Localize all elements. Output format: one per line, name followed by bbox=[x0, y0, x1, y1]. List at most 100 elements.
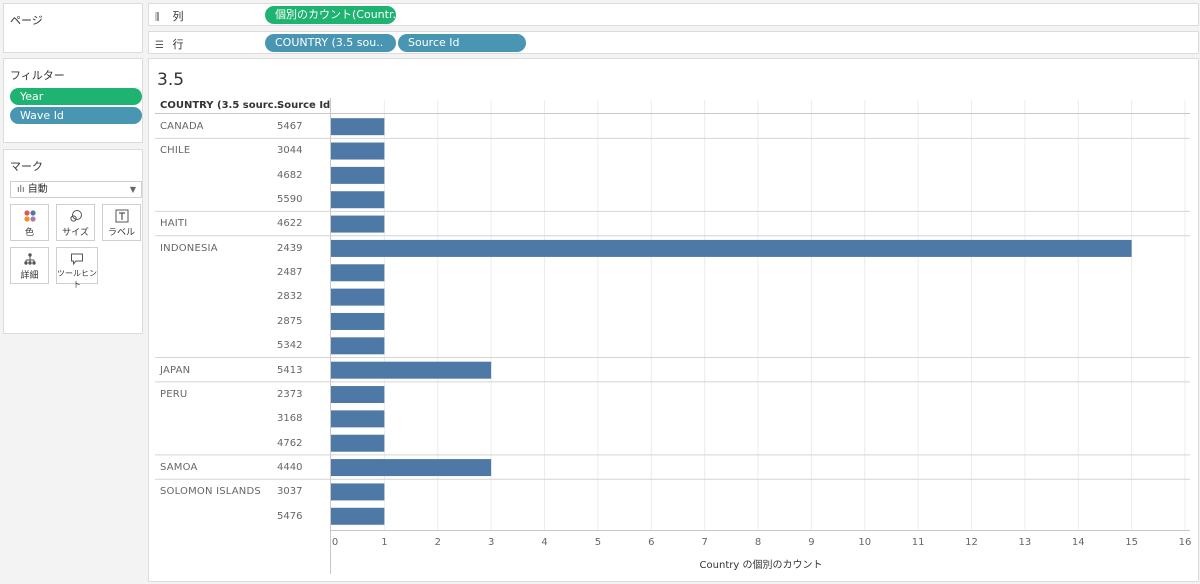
filters-panel-title: フィルター bbox=[10, 69, 65, 82]
detail-button[interactable]: 詳細 bbox=[10, 247, 49, 284]
source-id-column-header[interactable]: Source Id bbox=[277, 100, 331, 111]
worksheet-view bbox=[148, 58, 1199, 582]
source-id-label[interactable]: 4762 bbox=[277, 437, 303, 449]
rows-pill-source-id[interactable]: Source Id bbox=[398, 34, 526, 52]
country-label[interactable]: INDONESIA bbox=[160, 242, 218, 254]
source-id-label[interactable]: 2439 bbox=[277, 242, 303, 254]
pages-panel-title: ページ bbox=[10, 14, 43, 27]
source-id-label[interactable]: 5590 bbox=[277, 194, 303, 206]
x-tick-label: 15 bbox=[1125, 537, 1138, 548]
x-tick-label: 16 bbox=[1179, 537, 1192, 548]
columns-pill-count-country[interactable]: 個別のカウント(Countr.. bbox=[265, 6, 396, 24]
bar[interactable] bbox=[331, 239, 1132, 257]
source-id-label[interactable]: 2373 bbox=[277, 388, 303, 400]
tooltip-button-label: ツールヒント bbox=[57, 269, 97, 289]
country-label[interactable]: CANADA bbox=[160, 121, 204, 132]
mark-type-dropdown[interactable]: ılı 自動 ▼ bbox=[10, 181, 142, 198]
marks-panel-title: マーク bbox=[10, 160, 43, 173]
mark-type-value: 自動 bbox=[27, 184, 48, 195]
x-tick-label: 7 bbox=[701, 537, 707, 548]
bar[interactable] bbox=[331, 361, 492, 379]
filter-pill-year[interactable]: Year bbox=[10, 88, 142, 105]
x-axis-title: Country の個別のカウント bbox=[699, 560, 823, 571]
x-tick-label: 14 bbox=[1072, 537, 1085, 548]
x-tick-label: 10 bbox=[858, 537, 871, 548]
label-button[interactable]: ラベル bbox=[102, 204, 141, 241]
bar[interactable] bbox=[331, 459, 492, 477]
detail-button-label: 詳細 bbox=[20, 271, 39, 281]
size-icon bbox=[57, 205, 94, 225]
bar[interactable] bbox=[331, 118, 385, 136]
bar[interactable] bbox=[331, 215, 385, 233]
filters-panel[interactable]: フィルター Year Wave Id bbox=[3, 58, 143, 143]
bar-chart-icon: ılı bbox=[17, 185, 25, 195]
size-button-label: サイズ bbox=[62, 228, 89, 238]
x-tick-label: 8 bbox=[755, 537, 761, 548]
bar[interactable] bbox=[331, 337, 385, 355]
bar[interactable] bbox=[331, 166, 385, 184]
bar[interactable] bbox=[331, 386, 385, 404]
tooltip-button[interactable]: ツールヒント bbox=[56, 247, 98, 289]
source-id-label[interactable]: 5342 bbox=[277, 340, 303, 352]
sheet-title: 3.5 bbox=[157, 70, 185, 90]
x-tick-label: 0 bbox=[332, 537, 338, 548]
x-tick-label: 12 bbox=[965, 537, 978, 548]
country-label[interactable]: SAMOA bbox=[160, 461, 198, 473]
x-tick-label: 6 bbox=[648, 537, 654, 548]
source-id-label[interactable]: 3044 bbox=[277, 145, 303, 157]
x-tick-label: 4 bbox=[541, 537, 547, 548]
source-id-label[interactable]: 4440 bbox=[277, 461, 303, 473]
country-label[interactable]: SOLOMON ISLANDS bbox=[160, 486, 261, 498]
label-button-label: ラベル bbox=[107, 228, 135, 238]
source-id-label[interactable]: 5476 bbox=[277, 510, 303, 522]
marks-panel: マーク ılı 自動 ▼ 色 サイズ ラベル 詳細 ツールヒント bbox=[3, 149, 143, 334]
detail-icon bbox=[11, 248, 48, 268]
source-id-label[interactable]: 3168 bbox=[277, 413, 303, 425]
tooltip-icon bbox=[57, 248, 97, 268]
bar[interactable] bbox=[331, 507, 385, 525]
source-id-label[interactable]: 2487 bbox=[277, 267, 303, 279]
country-column-header[interactable]: COUNTRY (3.5 sourc.. bbox=[160, 100, 282, 111]
source-id-label[interactable]: 5413 bbox=[277, 364, 303, 376]
source-id-label[interactable]: 2832 bbox=[277, 291, 303, 303]
x-tick-label: 5 bbox=[595, 537, 601, 548]
country-label[interactable]: JAPAN bbox=[160, 364, 191, 376]
columns-icon: ⫼ bbox=[155, 12, 160, 23]
x-tick-label: 9 bbox=[808, 537, 814, 548]
filter-pill-wave-id[interactable]: Wave Id bbox=[10, 107, 142, 124]
country-label[interactable]: CHILE bbox=[160, 145, 191, 157]
pages-panel[interactable]: ページ bbox=[3, 3, 143, 53]
x-tick-label: 3 bbox=[488, 537, 494, 548]
source-id-label[interactable]: 4622 bbox=[277, 218, 303, 230]
bar[interactable] bbox=[331, 312, 385, 330]
rows-shelf[interactable]: ☰ 行 COUNTRY (3.5 sou.. Source Id bbox=[148, 31, 1199, 54]
columns-shelf[interactable]: ⫼ 列 個別のカウント(Countr.. bbox=[148, 3, 1199, 26]
x-tick-label: 13 bbox=[1019, 537, 1032, 548]
columns-shelf-label: 列 bbox=[172, 10, 184, 23]
color-icon bbox=[11, 205, 48, 225]
bar[interactable] bbox=[331, 288, 385, 306]
country-label[interactable]: HAITI bbox=[160, 218, 188, 230]
x-tick-label: 1 bbox=[381, 537, 387, 548]
bar[interactable] bbox=[331, 483, 385, 501]
source-id-label[interactable]: 4682 bbox=[277, 169, 303, 181]
x-tick-label: 11 bbox=[912, 537, 925, 548]
bar[interactable] bbox=[331, 434, 385, 452]
x-tick-label: 2 bbox=[435, 537, 441, 548]
source-id-label[interactable]: 3037 bbox=[277, 486, 303, 498]
size-button[interactable]: サイズ bbox=[56, 204, 95, 241]
bar[interactable] bbox=[331, 410, 385, 428]
source-id-label[interactable]: 5467 bbox=[277, 121, 303, 132]
bar[interactable] bbox=[331, 191, 385, 209]
color-button[interactable]: 色 bbox=[10, 204, 49, 241]
rows-icon: ☰ bbox=[155, 40, 164, 51]
bar[interactable] bbox=[331, 142, 385, 160]
color-button-label: 色 bbox=[24, 228, 34, 238]
bar[interactable] bbox=[331, 264, 385, 282]
country-label[interactable]: PERU bbox=[160, 388, 188, 400]
rows-shelf-label: 行 bbox=[172, 38, 184, 51]
rows-pill-country[interactable]: COUNTRY (3.5 sou.. bbox=[265, 34, 396, 52]
source-id-label[interactable]: 2875 bbox=[277, 315, 303, 327]
chevron-down-icon: ▼ bbox=[129, 185, 136, 194]
